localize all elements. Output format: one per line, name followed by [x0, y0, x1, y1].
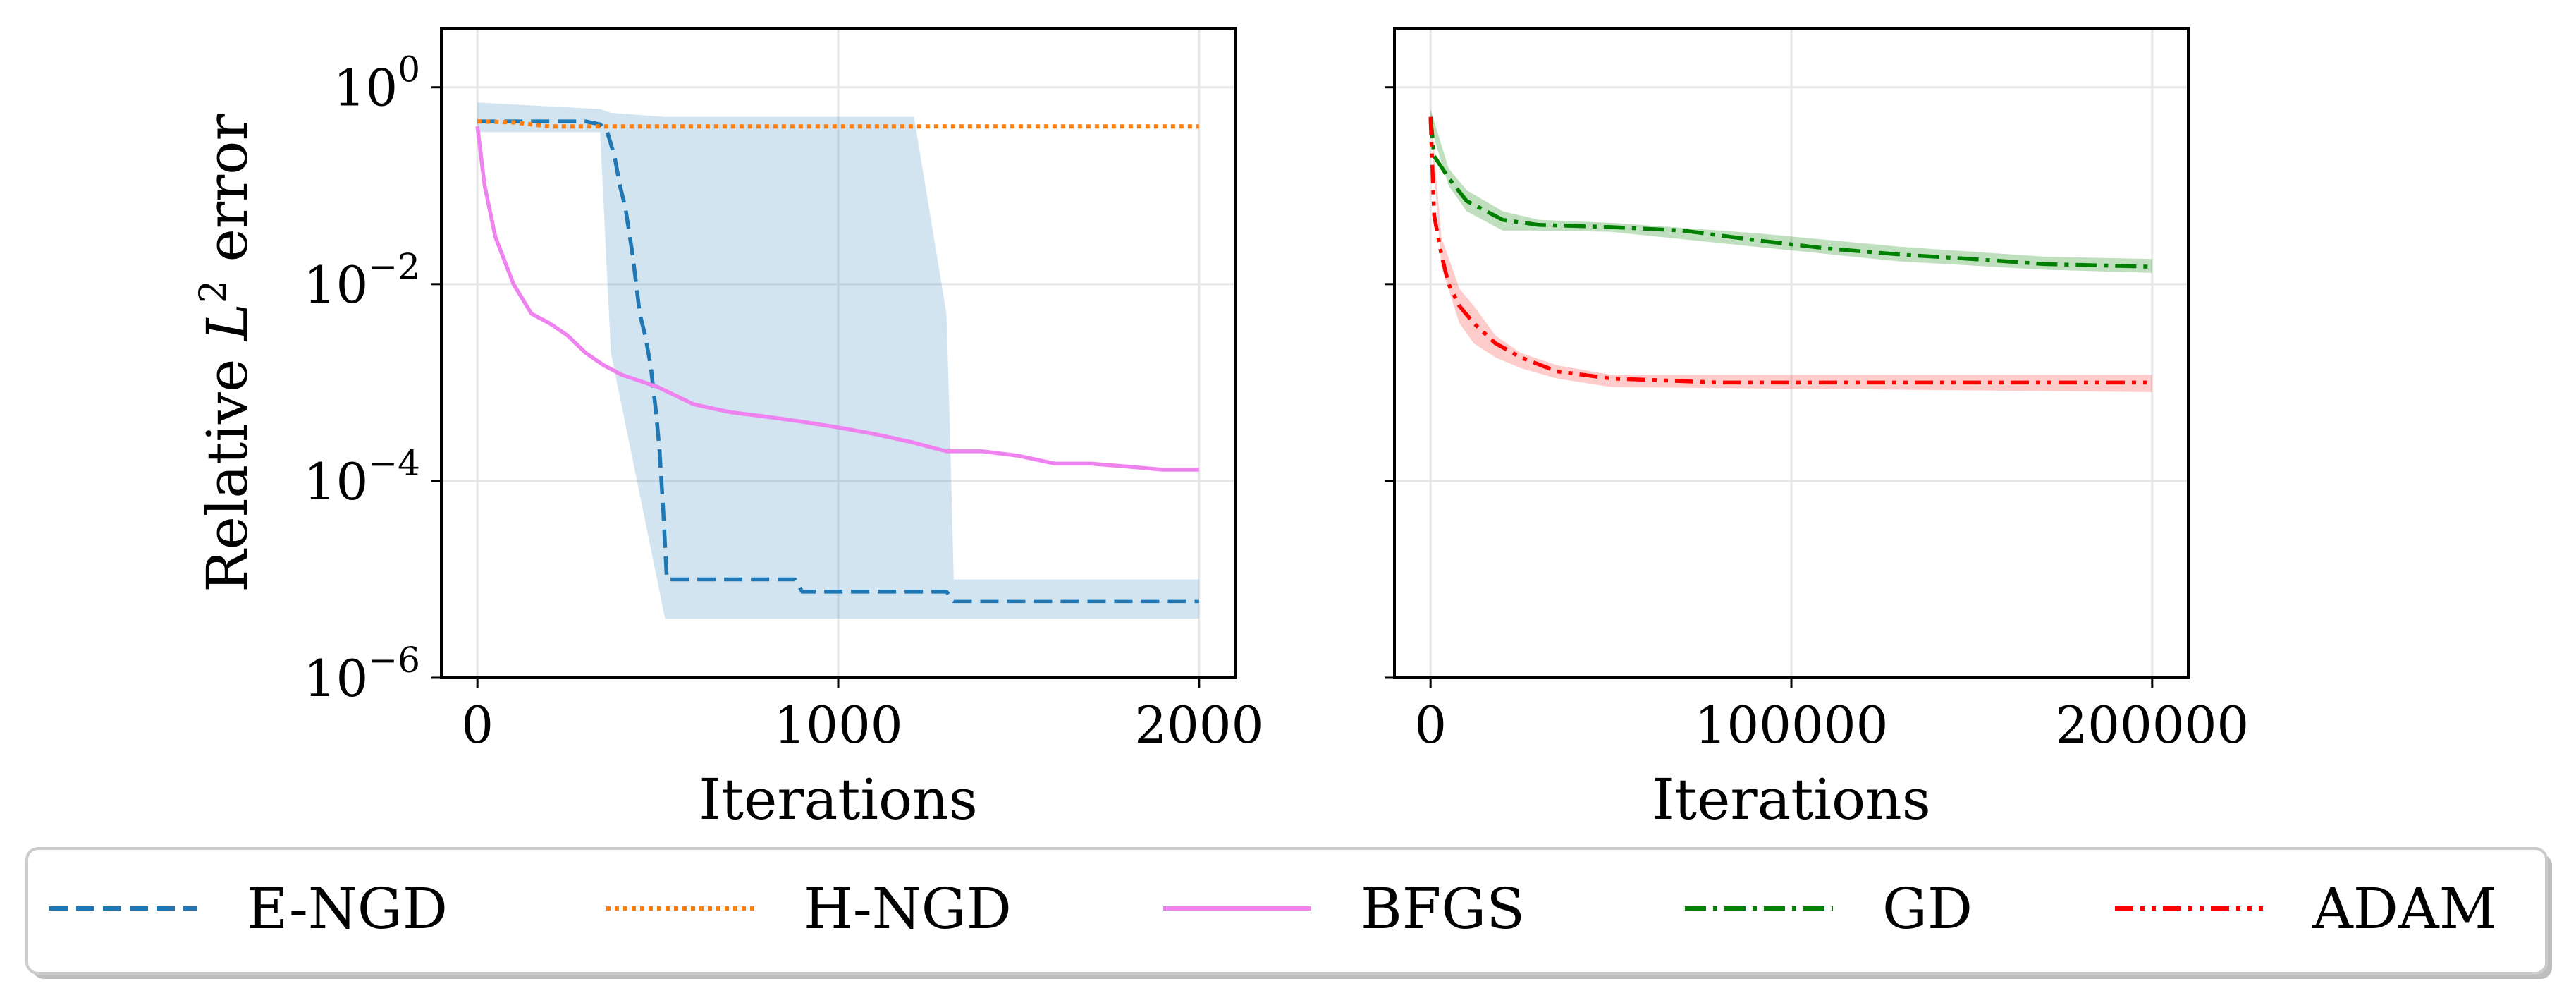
band-gd: [1430, 109, 2152, 273]
series-e-ngd: [477, 119, 1199, 604]
left-x-tick-label: 1000: [773, 695, 902, 755]
legend: E-NGD H-NGD BFGS GD ADAM: [25, 847, 2552, 979]
legend-box: [25, 847, 2548, 975]
right-panel: 0 100000 200000 Iterations: [1385, 27, 2249, 832]
series-h-ngd: [477, 119, 1199, 129]
y-axis-label: Relative L2 error: [192, 114, 260, 592]
y-tick-label: 10−2: [304, 246, 420, 315]
right-x-tick-label: 0: [1414, 695, 1447, 755]
legend-label-gd: GD: [1882, 876, 1973, 942]
legend-label-bfgs: BFGS: [1361, 876, 1525, 942]
y-axis-label-sup: 2: [192, 280, 235, 303]
right-x-axis-label: Iterations: [1652, 767, 1931, 832]
band-e-ngd: [477, 102, 1199, 619]
left-x-axis-label: Iterations: [699, 767, 978, 832]
series-bfgs: [475, 126, 1199, 472]
y-tick-label: 100: [333, 49, 420, 118]
y-tick-label: 10−4: [304, 443, 420, 511]
right-x-tick-label: 200000: [2055, 695, 2249, 755]
y-tick-label: 10−6: [304, 640, 420, 708]
right-x-tick-label: 100000: [1695, 695, 1889, 755]
legend-label-adam: ADAM: [2312, 876, 2497, 942]
legend-label-h-ngd: H-NGD: [804, 876, 1012, 942]
y-axis-label-rest: error: [195, 114, 260, 280]
y-axis-label-var: L: [195, 303, 260, 342]
left-x-tick-label: 2000: [1134, 695, 1263, 755]
left-panel: 0 1000 2000 100 10−2 10−4 10−6 Iterations Rel…: [192, 27, 1263, 832]
left-x-tick-label: 0: [461, 695, 493, 755]
legend-label-e-ngd: E-NGD: [247, 876, 448, 942]
y-axis-label-base: Relative: [195, 341, 260, 592]
series-gd: [1428, 116, 2152, 269]
